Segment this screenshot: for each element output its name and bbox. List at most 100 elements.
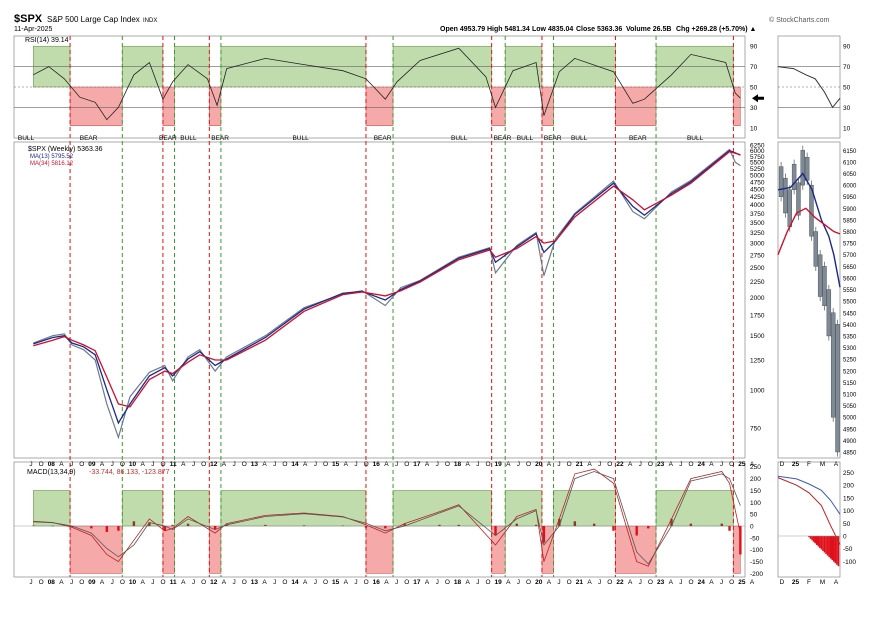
macd-histogram-bar bbox=[592, 523, 596, 527]
x-axis-label: J bbox=[517, 579, 520, 586]
x-axis-label-mid: O bbox=[607, 461, 612, 468]
macd-histogram-bar bbox=[302, 525, 306, 527]
price-tick-label: 4000 bbox=[750, 202, 765, 209]
rsi-label: RSI(14) 39.14 bbox=[25, 37, 69, 44]
x-axis-label: 09 bbox=[88, 579, 96, 586]
right-x-axis-label: D bbox=[780, 579, 785, 586]
x-axis-label: A bbox=[100, 579, 105, 586]
macd-histogram-bar bbox=[457, 524, 460, 527]
macd-inset-histogram-bar bbox=[811, 536, 813, 541]
macd-tick-label: -150 bbox=[750, 559, 763, 566]
header-name: S&P 500 Large Cap Index bbox=[47, 15, 140, 24]
x-axis-label: J bbox=[29, 579, 32, 586]
macd-inset-histogram-bar bbox=[819, 536, 821, 548]
price-tick-label: 1750 bbox=[750, 313, 765, 320]
x-axis-label: J bbox=[273, 579, 276, 586]
x-axis-label-mid: O bbox=[485, 461, 490, 468]
x-axis-label-mid: O bbox=[404, 461, 409, 468]
macd-histogram-bar bbox=[70, 526, 74, 528]
macd-histogram-bar bbox=[403, 523, 406, 527]
macd-inset-tick-label: 150 bbox=[843, 495, 854, 502]
x-axis-label: A bbox=[465, 579, 470, 586]
macd-inset-line bbox=[777, 477, 841, 545]
regime-label: BULL bbox=[687, 135, 704, 142]
x-axis-label: O bbox=[445, 579, 450, 586]
macd-values: -33.744, 86.133, -123.877 bbox=[89, 469, 170, 476]
price-legend-main: $SPX (Weekly) 5363.36 bbox=[28, 146, 103, 153]
x-axis-label-mid: O bbox=[323, 461, 328, 468]
x-axis-label-mid: A bbox=[303, 461, 308, 468]
inset-candle-body bbox=[830, 312, 836, 418]
price-tick-label: 5750 bbox=[750, 154, 765, 161]
macd-inset-histogram-bar bbox=[808, 536, 810, 538]
x-axis-label: J bbox=[70, 579, 73, 586]
x-axis-label-mid: 16 bbox=[373, 461, 381, 468]
x-axis-label: A bbox=[506, 579, 511, 586]
macd-inset-histogram-bar bbox=[831, 536, 834, 561]
x-axis-label-mid: J bbox=[111, 461, 114, 468]
x-axis-label-mid: A bbox=[141, 461, 146, 468]
x-axis-label: 20 bbox=[535, 579, 543, 586]
x-axis-label-mid: J bbox=[557, 461, 560, 468]
price-inset-tick-label: 5200 bbox=[843, 369, 857, 375]
inset-candle-body bbox=[791, 164, 797, 190]
x-axis-label: J bbox=[354, 579, 357, 586]
x-axis-label: O bbox=[404, 579, 409, 586]
x-axis-label-mid: J bbox=[517, 461, 520, 468]
price-inset-tick-label: 5800 bbox=[843, 230, 857, 236]
macd-inset-histogram-bar bbox=[834, 536, 837, 564]
price-tick-label: 2500 bbox=[750, 265, 765, 272]
x-axis-label-mid: J bbox=[314, 461, 317, 468]
x-axis-label: J bbox=[639, 579, 642, 586]
x-axis-label-mid: 09 bbox=[88, 461, 96, 468]
macd-histogram-bar bbox=[494, 526, 497, 536]
price-inset-tick-label: 5550 bbox=[843, 288, 857, 294]
current-rsi-arrow-icon bbox=[752, 94, 764, 103]
x-axis-label-mid: A bbox=[262, 461, 267, 468]
x-axis-label: 25 bbox=[738, 579, 746, 586]
x-axis-label-mid: O bbox=[242, 461, 247, 468]
macd-inset-histogram-bar bbox=[809, 536, 812, 539]
x-axis-label: J bbox=[557, 579, 560, 586]
x-axis-label-mid: A bbox=[709, 461, 714, 468]
x-axis-label: 23 bbox=[657, 579, 665, 586]
inset-candle-body bbox=[783, 177, 788, 214]
price-inset-tick-label: 6150 bbox=[843, 149, 857, 155]
macd-histogram-bar bbox=[689, 523, 693, 527]
x-axis-label-mid: O bbox=[120, 461, 125, 468]
price-tick-label: 2250 bbox=[750, 279, 765, 286]
price-inset-tick-label: 5250 bbox=[843, 358, 857, 364]
macd-inset-histogram-bar bbox=[814, 536, 816, 544]
x-axis-label-mid: O bbox=[364, 461, 369, 468]
price-inset-tick-label: 5350 bbox=[843, 334, 857, 340]
price-inset-tick-label: 5000 bbox=[843, 416, 857, 422]
inset-ma34-line bbox=[777, 207, 841, 255]
x-axis-label: O bbox=[242, 579, 247, 586]
x-axis-label: 17 bbox=[413, 579, 421, 586]
x-axis-label-mid: O bbox=[648, 461, 653, 468]
macd-histogram-bar bbox=[573, 521, 577, 527]
x-axis-label-mid: 21 bbox=[576, 461, 584, 468]
x-axis-label-mid: A bbox=[425, 461, 430, 468]
macd-bear-zone bbox=[69, 525, 123, 574]
x-axis-label: A bbox=[262, 579, 267, 586]
inset-candle-body bbox=[804, 157, 810, 181]
macd-histogram-bar bbox=[515, 523, 519, 527]
macd-histogram-bar bbox=[186, 523, 190, 527]
price-tick-label: 3250 bbox=[750, 230, 765, 237]
x-axis-label-mid: J bbox=[679, 461, 682, 468]
macd-inset-tick-label: 250 bbox=[843, 470, 854, 477]
macd-histogram-bar bbox=[364, 526, 368, 528]
x-axis-label-mid: 24 bbox=[698, 461, 706, 468]
x-axis-label: 13 bbox=[251, 579, 259, 586]
price-inset-tick-label: 6000 bbox=[843, 184, 857, 190]
macd-inset-histogram-bar bbox=[822, 536, 824, 551]
right-x-axis-label-mid: M bbox=[820, 461, 825, 468]
price-tick-label: 3750 bbox=[750, 211, 765, 218]
inset-candle-body bbox=[787, 189, 792, 228]
macd-tick-label: -200 bbox=[750, 571, 763, 578]
x-axis-label-mid: J bbox=[192, 461, 195, 468]
x-axis-label: A bbox=[344, 579, 349, 586]
x-axis-label-mid: O bbox=[79, 461, 84, 468]
